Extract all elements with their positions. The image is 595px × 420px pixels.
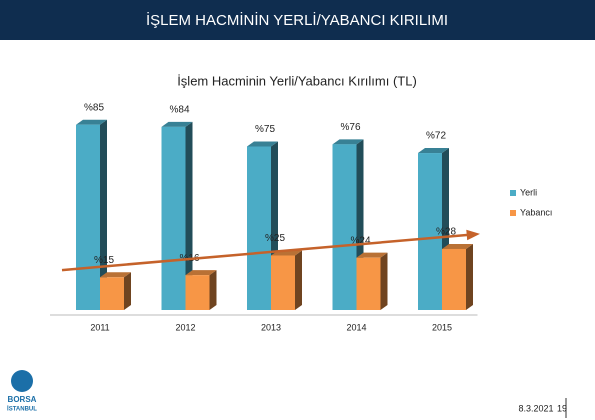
bar-top: [332, 139, 364, 145]
bar-top: [161, 121, 193, 127]
bar-side: [100, 119, 107, 310]
bar: [161, 126, 186, 310]
x-tick-label: 2011: [90, 322, 109, 332]
legend-swatch: [510, 210, 516, 216]
bar: [356, 257, 381, 310]
value-label: %28: [436, 227, 456, 238]
bar: [100, 277, 124, 310]
logo-text: BORSA: [8, 395, 37, 404]
chart-title: İşlem Hacminin Yerli/Yabancı Kırılımı (T…: [177, 73, 417, 88]
legend-label: Yerli: [520, 187, 537, 197]
bar-side: [185, 121, 193, 310]
trend-line: [61, 233, 475, 272]
bar-side: [209, 270, 217, 310]
logo-mark: [11, 370, 33, 392]
trend-arrow: [466, 229, 480, 241]
value-label: %84: [169, 105, 189, 116]
bar-side: [295, 250, 302, 310]
bar-top: [76, 119, 107, 125]
bar-top: [185, 270, 217, 276]
header-banner: [0, 0, 595, 40]
bar-top: [100, 272, 131, 278]
value-label: %76: [340, 122, 360, 133]
bar-top: [356, 252, 388, 258]
value-label: %85: [84, 102, 104, 113]
bar: [332, 144, 357, 310]
bar-side: [380, 252, 388, 310]
bar: [185, 275, 210, 310]
x-tick-label: 2012: [175, 322, 195, 332]
bar-top: [442, 243, 473, 249]
slide-title: İŞLEM HACMİNİN YERLİ/YABANCI KIRILIMI: [146, 11, 448, 29]
bar-top: [418, 148, 449, 154]
bar-top: [247, 141, 278, 147]
bar-side: [466, 243, 473, 310]
bar: [271, 255, 295, 310]
legend-label: Yabancı: [520, 207, 552, 217]
date: 8.3.2021: [518, 403, 553, 413]
bar: [247, 146, 271, 310]
bar: [442, 248, 466, 310]
x-tick-label: 2015: [432, 322, 452, 332]
logo-text: İSTANBUL: [7, 406, 37, 413]
bar: [418, 153, 442, 310]
logo: BORSA İSTANBUL: [7, 370, 37, 413]
page-number: 19: [557, 403, 567, 413]
bar-side: [124, 272, 131, 310]
value-label: %75: [255, 124, 275, 135]
legend-swatch: [510, 190, 516, 196]
bar: [76, 124, 100, 310]
x-tick-label: 2013: [261, 322, 281, 332]
x-tick-label: 2014: [346, 322, 366, 332]
value-label: %72: [426, 131, 446, 142]
value-label: %24: [350, 235, 370, 246]
value-label: %25: [265, 233, 285, 244]
value-label: %15: [94, 255, 114, 266]
